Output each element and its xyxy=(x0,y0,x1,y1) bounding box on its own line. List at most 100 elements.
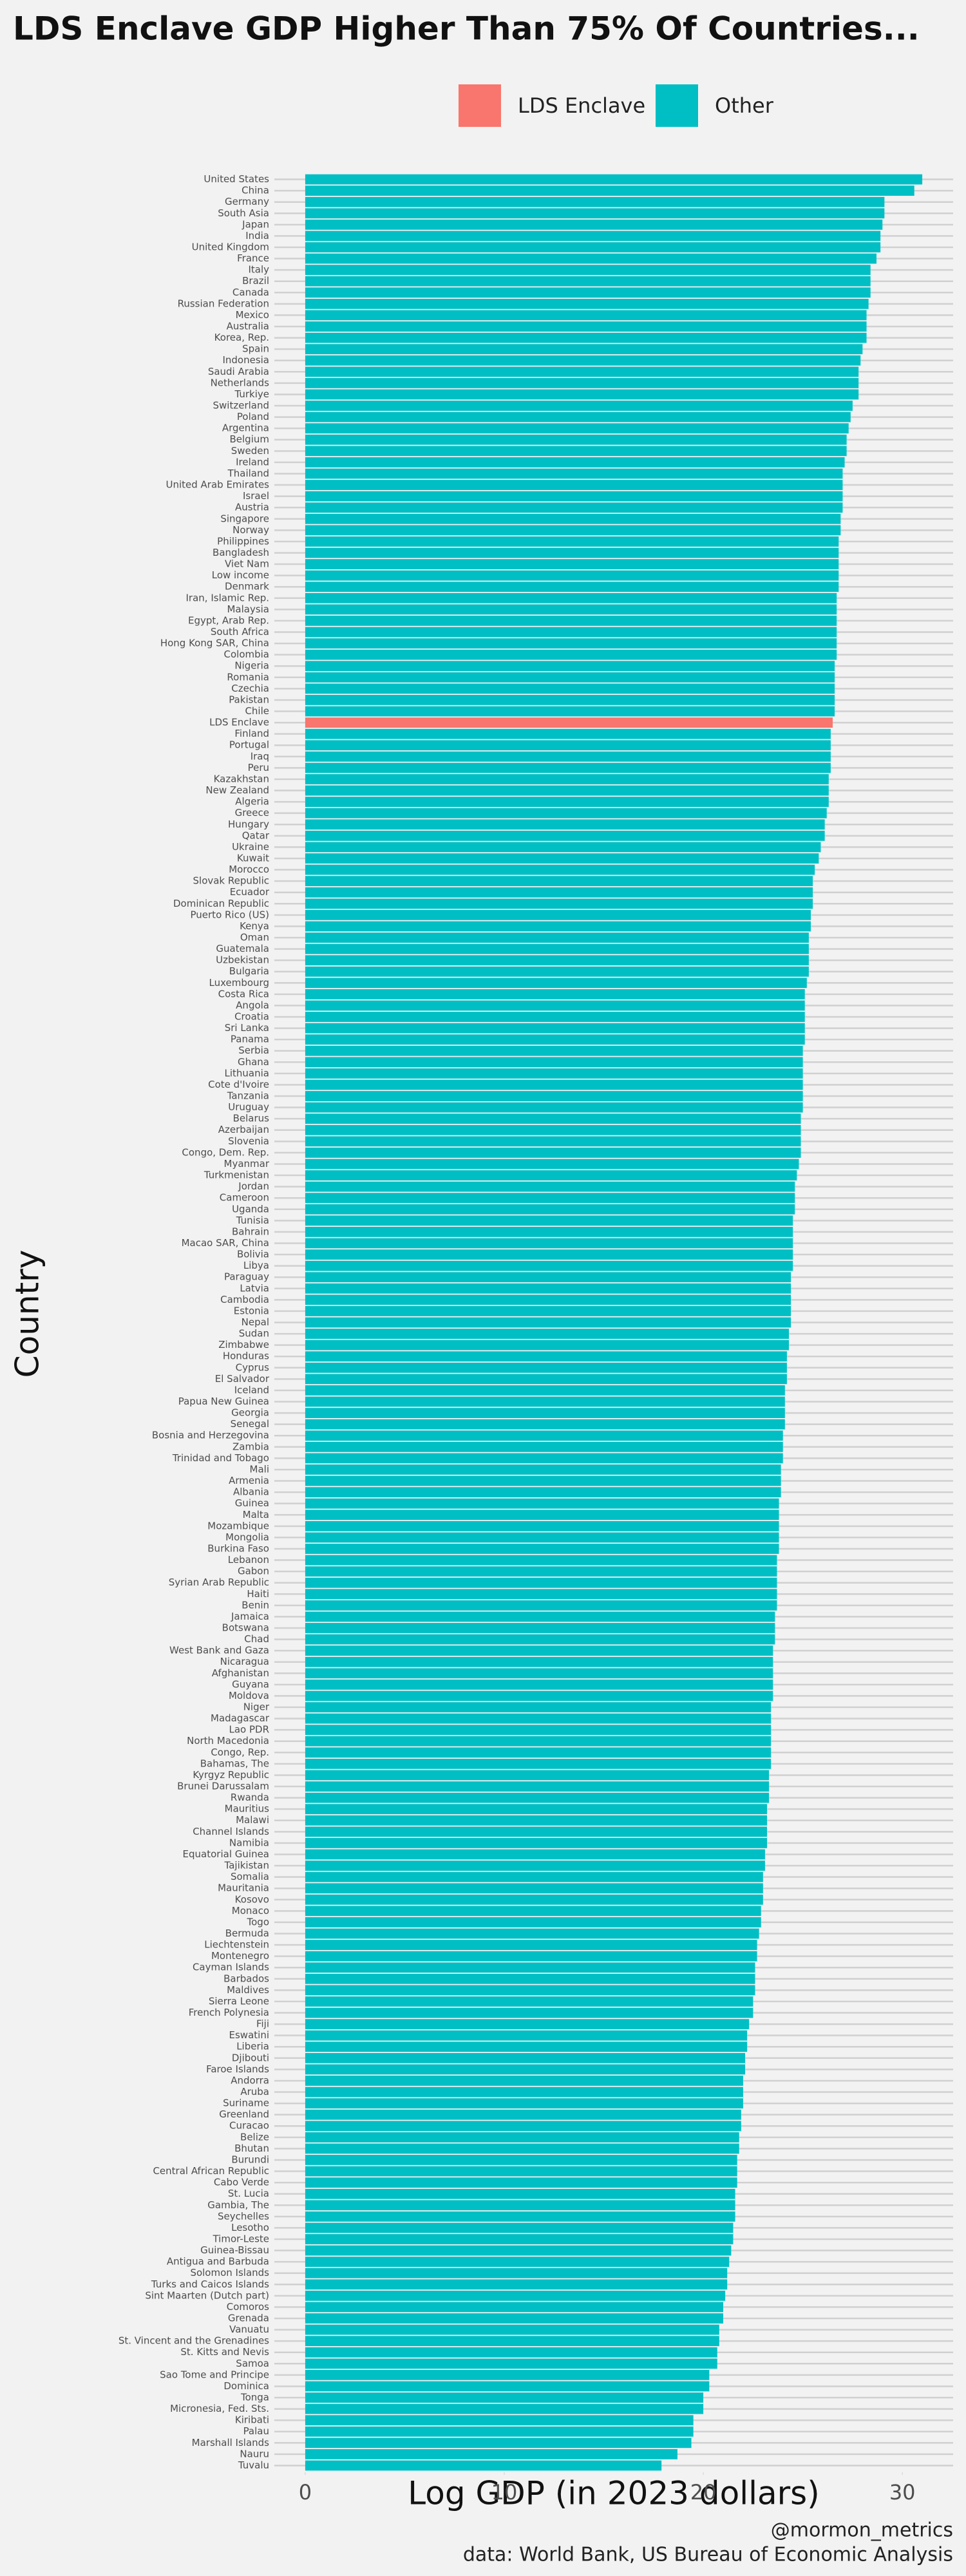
bar xyxy=(305,1611,775,1622)
bar xyxy=(305,1747,772,1758)
y-tick-label: Russian Federation xyxy=(178,298,269,309)
y-tick-label: Bulgaria xyxy=(229,965,269,977)
y-tick-label: Burkina Faso xyxy=(207,1542,269,1554)
y-tick-label: Bangladesh xyxy=(213,547,269,558)
bar xyxy=(305,1475,781,1486)
bar xyxy=(305,287,871,298)
bar xyxy=(305,740,831,751)
y-tick-label: Germany xyxy=(225,196,269,207)
y-tick-label: Benin xyxy=(242,1599,269,1611)
bar xyxy=(305,1566,777,1577)
bar xyxy=(305,2257,730,2268)
bar xyxy=(305,1306,791,1316)
bar xyxy=(305,1487,781,1498)
bar xyxy=(305,1351,787,1362)
y-tick-label: Latvia xyxy=(240,1282,269,1294)
bar xyxy=(305,2369,710,2380)
bar xyxy=(305,1758,772,1769)
y-tick-label: Denmark xyxy=(225,581,269,592)
y-tick-label: Somalia xyxy=(231,1871,269,1882)
bar xyxy=(305,480,843,490)
y-tick-label: Slovak Republic xyxy=(193,875,270,887)
bar xyxy=(305,1645,773,1656)
y-tick-label: Comoros xyxy=(227,2301,269,2313)
bar xyxy=(305,1690,773,1701)
y-tick-label: Gambia, The xyxy=(207,2199,269,2211)
y-tick-label: Ecuador xyxy=(230,886,270,898)
y-tick-label: United Arab Emirates xyxy=(166,479,269,491)
bar xyxy=(305,1147,801,1158)
bar xyxy=(305,525,841,536)
y-tick-label: Bahrain xyxy=(232,1226,269,1237)
y-tick-label: Bahamas, The xyxy=(200,1757,269,1769)
y-tick-label: Angola xyxy=(236,999,269,1011)
caption: @mormon_metrics xyxy=(771,2519,953,2542)
bar xyxy=(305,2177,737,2188)
bar xyxy=(305,2064,746,2075)
y-tick-label: Liberia xyxy=(236,2041,269,2052)
y-tick-label: Liechtenstein xyxy=(204,1939,269,1951)
bar xyxy=(305,366,859,377)
y-tick-label: Moldova xyxy=(229,1690,269,1701)
y-tick-label: Uruguay xyxy=(228,1101,269,1113)
bar xyxy=(305,1385,785,1396)
y-tick-label: Libya xyxy=(243,1260,269,1271)
bar xyxy=(305,842,821,853)
y-tick-label: Azerbaijan xyxy=(218,1124,269,1135)
bar xyxy=(305,1012,805,1022)
y-tick-label: Iceland xyxy=(234,1384,269,1396)
bar xyxy=(305,2234,734,2244)
y-tick-label: Cabo Verde xyxy=(214,2177,269,2188)
y-tick-label: Haiti xyxy=(247,1588,269,1600)
y-tick-label: Aruba xyxy=(240,2086,269,2098)
y-tick-label: Italy xyxy=(248,264,269,276)
bar xyxy=(305,1227,793,1237)
bar xyxy=(305,310,867,321)
y-tick-label: Burundi xyxy=(231,2154,269,2165)
bar xyxy=(305,1045,803,1056)
y-tick-label: Senegal xyxy=(231,1418,269,1430)
bar xyxy=(305,1272,791,1283)
y-tick-label: Paraguay xyxy=(224,1271,269,1283)
y-tick-label: Equatorial Guinea xyxy=(183,1848,269,1860)
y-tick-label: Saudi Arabia xyxy=(208,366,269,377)
bar xyxy=(305,933,809,943)
y-tick-label: Jordan xyxy=(238,1180,269,1192)
bar xyxy=(305,2211,735,2222)
bar xyxy=(305,1091,803,1101)
bar xyxy=(305,1181,795,1192)
bar xyxy=(305,2347,717,2358)
y-tick-label: Lebanon xyxy=(228,1554,269,1566)
y-tick-label: Slovenia xyxy=(228,1135,269,1147)
y-tick-label: Nigeria xyxy=(234,660,269,672)
bar xyxy=(305,1068,803,1079)
y-tick-label: Zimbabwe xyxy=(218,1339,269,1350)
y-tick-label: Thailand xyxy=(227,468,269,479)
bar xyxy=(305,1249,793,1260)
y-tick-label: Tonga xyxy=(240,2392,269,2403)
bar xyxy=(305,1928,759,1939)
y-tick-label: Trinidad and Tobago xyxy=(172,1452,269,1464)
bar xyxy=(305,955,809,966)
bar xyxy=(305,1973,755,1984)
y-tick-label: Singapore xyxy=(220,513,269,524)
bar xyxy=(305,1849,765,1860)
y-tick-label: Ireland xyxy=(236,456,269,468)
y-tick-label: Greece xyxy=(235,807,269,819)
y-tick-label: Belize xyxy=(240,2131,269,2143)
y-tick-label: Brazil xyxy=(242,275,269,287)
bar xyxy=(305,2415,694,2426)
bar xyxy=(305,1679,773,1690)
y-tick-label: Mali xyxy=(250,1463,269,1475)
bar xyxy=(305,536,839,547)
y-tick-label: Viet Nam xyxy=(225,558,269,570)
y-tick-label: Norway xyxy=(232,524,269,536)
bar xyxy=(305,1532,779,1543)
y-tick-label: LDS Enclave xyxy=(209,717,269,728)
bar xyxy=(305,2324,719,2335)
bar xyxy=(305,1023,805,1034)
y-tick-label: Kosovo xyxy=(235,1893,269,1905)
legend-label: LDS Enclave xyxy=(518,93,645,118)
y-tick-label: India xyxy=(245,230,269,242)
bar xyxy=(305,1000,805,1011)
